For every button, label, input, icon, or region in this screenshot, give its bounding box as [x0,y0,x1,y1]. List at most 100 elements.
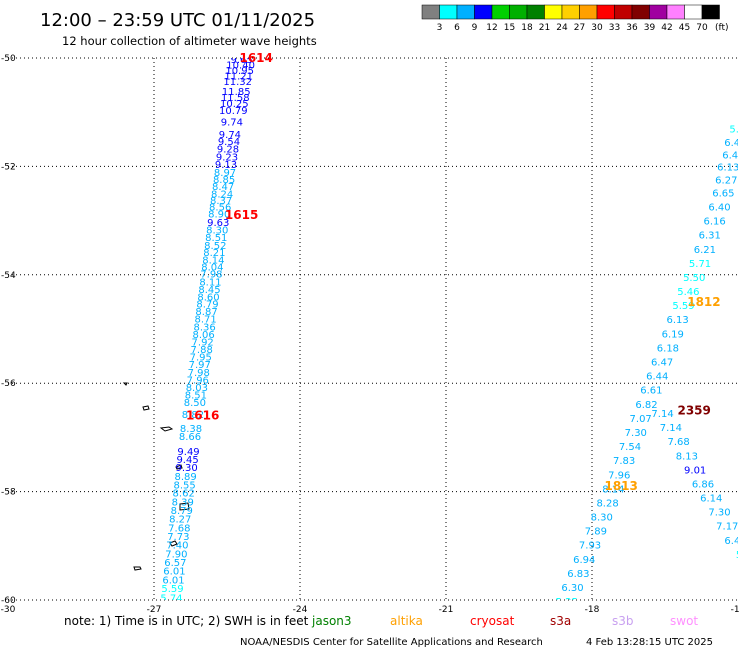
y-tick-label: -60 [1,596,16,606]
island-shape [175,464,183,470]
wave-height-point: 8.50 [184,398,206,409]
wave-height-point: 8.30 [206,225,228,236]
axis-ticks: -30 -27 -24 -21 -18 -15 -50 -52 -54 -56 -58 -60 [1,54,740,615]
wave-height-point: 5. [729,124,739,135]
colorbar-swatch [456,4,475,20]
satellite-label-altika: altika [390,614,423,628]
wave-height-point: 5.4 [736,550,740,561]
wave-height-point: 7.98 [188,368,210,379]
wave-height-point: 8.39 [172,497,194,508]
wave-height-point: 9.74 [219,130,241,141]
wave-height-point: 7.30 [708,508,730,519]
wave-height-point: 8.79 [171,506,193,517]
wave-height-point: 8.14 [602,484,624,495]
wave-height-point: 6.65 [159,603,181,614]
colorbar-swatch [684,4,703,20]
wave-height-point: 5.59 [161,584,183,595]
wave-height-point: 7.97 [189,360,211,371]
colorbar-label: 39 [644,23,656,33]
pass-number-label: 1616 [186,409,219,423]
wave-height-point: 6.65 [712,188,734,199]
colorbar-swatch [596,4,615,20]
colorbar-swatch [421,4,440,20]
wave-height-point: 6.40 [708,203,730,214]
colorbar-unit: (ft) [715,23,729,33]
colorbar-swatch [439,4,458,20]
wave-height-point: 6.57 [164,558,186,569]
colorbar-label: 27 [574,23,585,33]
wave-height-point: 5.46 [677,287,699,298]
wave-height-point: 6.82 [635,400,657,411]
pass-labels: 1614 1615 1616 1812 1813 2359 [186,51,721,493]
wave-height-point: 6.47 [651,358,673,369]
colorbar: 3 6 9 12 15 18 21 24 27 30 33 36 39 42 45 70 [421,4,720,33]
wave-height-point: 9.23 [216,153,238,164]
y-tick-label: -52 [1,162,16,172]
wave-height-point: 5.59 [672,301,694,312]
wave-height-point: 8.71 [194,315,216,326]
wave-height-point: 7.89 [585,527,607,538]
wave-height-point: 7.14 [660,423,682,434]
wave-height-point: 8.51 [205,233,227,244]
wave-height-point: 6.19 [662,329,684,340]
wave-height-point: 8.27 [169,515,191,526]
pass-number-label: 2359 [677,403,710,417]
island-shape [142,405,150,411]
colorbar-label: 24 [556,23,568,33]
island-shape [159,426,174,432]
pass-number-label: 1614 [239,51,272,65]
wave-height-point: 8.55 [174,481,196,492]
wave-height-point: 9.49 [177,447,199,458]
colorbar-swatch [526,4,545,20]
x-tick-label: -24 [293,605,308,615]
wave-height-point: 8.30 [591,513,613,524]
wave-height-point: 7.73 [167,532,189,543]
wave-height-point: 8.47 [212,182,234,193]
colorbar-swatch [649,4,668,20]
wave-height-point: 5.74 [160,593,182,604]
colorbar-swatch [579,4,598,20]
wave-height-point: 6.01 [162,575,184,586]
wave-height-point: 5.71 [689,259,711,270]
wave-height-point: 9.01 [684,465,706,476]
island-shape [179,502,190,511]
wave-height-point: 5.50 [683,273,705,284]
wave-height-point: 8.87 [195,307,217,318]
satellite-label-s3a: s3a [550,614,571,628]
colorbar-label: 18 [521,23,533,33]
satellite-label-s3b: s3b [612,614,634,628]
wave-height-point: 9.30 [175,463,197,474]
y-tick-label: -50 [1,54,16,64]
x-tick-label: -21 [439,605,454,615]
x-tick-label: -27 [147,605,162,615]
colorbar-label: 6 [454,23,460,33]
wave-height-point: 8.51 [185,391,207,402]
wave-height-point: 6.4 [722,150,738,161]
wave-height-point: 11.32 [223,77,252,88]
colorbar-swatch [509,4,528,20]
wave-height-point: 7.98 [200,270,222,281]
x-tick-label: -15 [731,605,740,615]
wave-height-point: 10.79 [219,106,248,117]
grid [8,57,738,601]
wave-height-point: 8.03 [186,383,208,394]
note-text: note: 1) Time is in UTC; 2) SWH is in fe… [64,614,309,628]
wave-height-point: 6.18 [657,343,679,354]
colorbar-label: 9 [472,23,478,33]
wave-height-point: 8.11 [199,277,221,288]
wave-height-point: 6.83 [567,569,589,580]
wave-height-point: 6.61 [640,386,662,397]
island-shape [133,566,142,571]
wave-height-point: 8.97 [214,168,236,179]
wave-height-point: 6.14 [700,494,722,505]
colorbar-swatch [614,4,633,20]
wave-height-point: 8.06 [193,330,215,341]
wave-height-point: 11.85 [222,87,251,98]
colorbar-label: 70 [696,23,708,33]
wave-height-point: 6.13 [667,315,689,326]
colorbar-swatch [701,4,720,20]
colorbar-label: 36 [626,23,638,33]
y-tick-label: -54 [1,271,16,281]
timestamp-text: 4 Feb 13:28:15 UTC 2025 [586,637,713,648]
pass-number-label: 1813 [604,479,637,493]
